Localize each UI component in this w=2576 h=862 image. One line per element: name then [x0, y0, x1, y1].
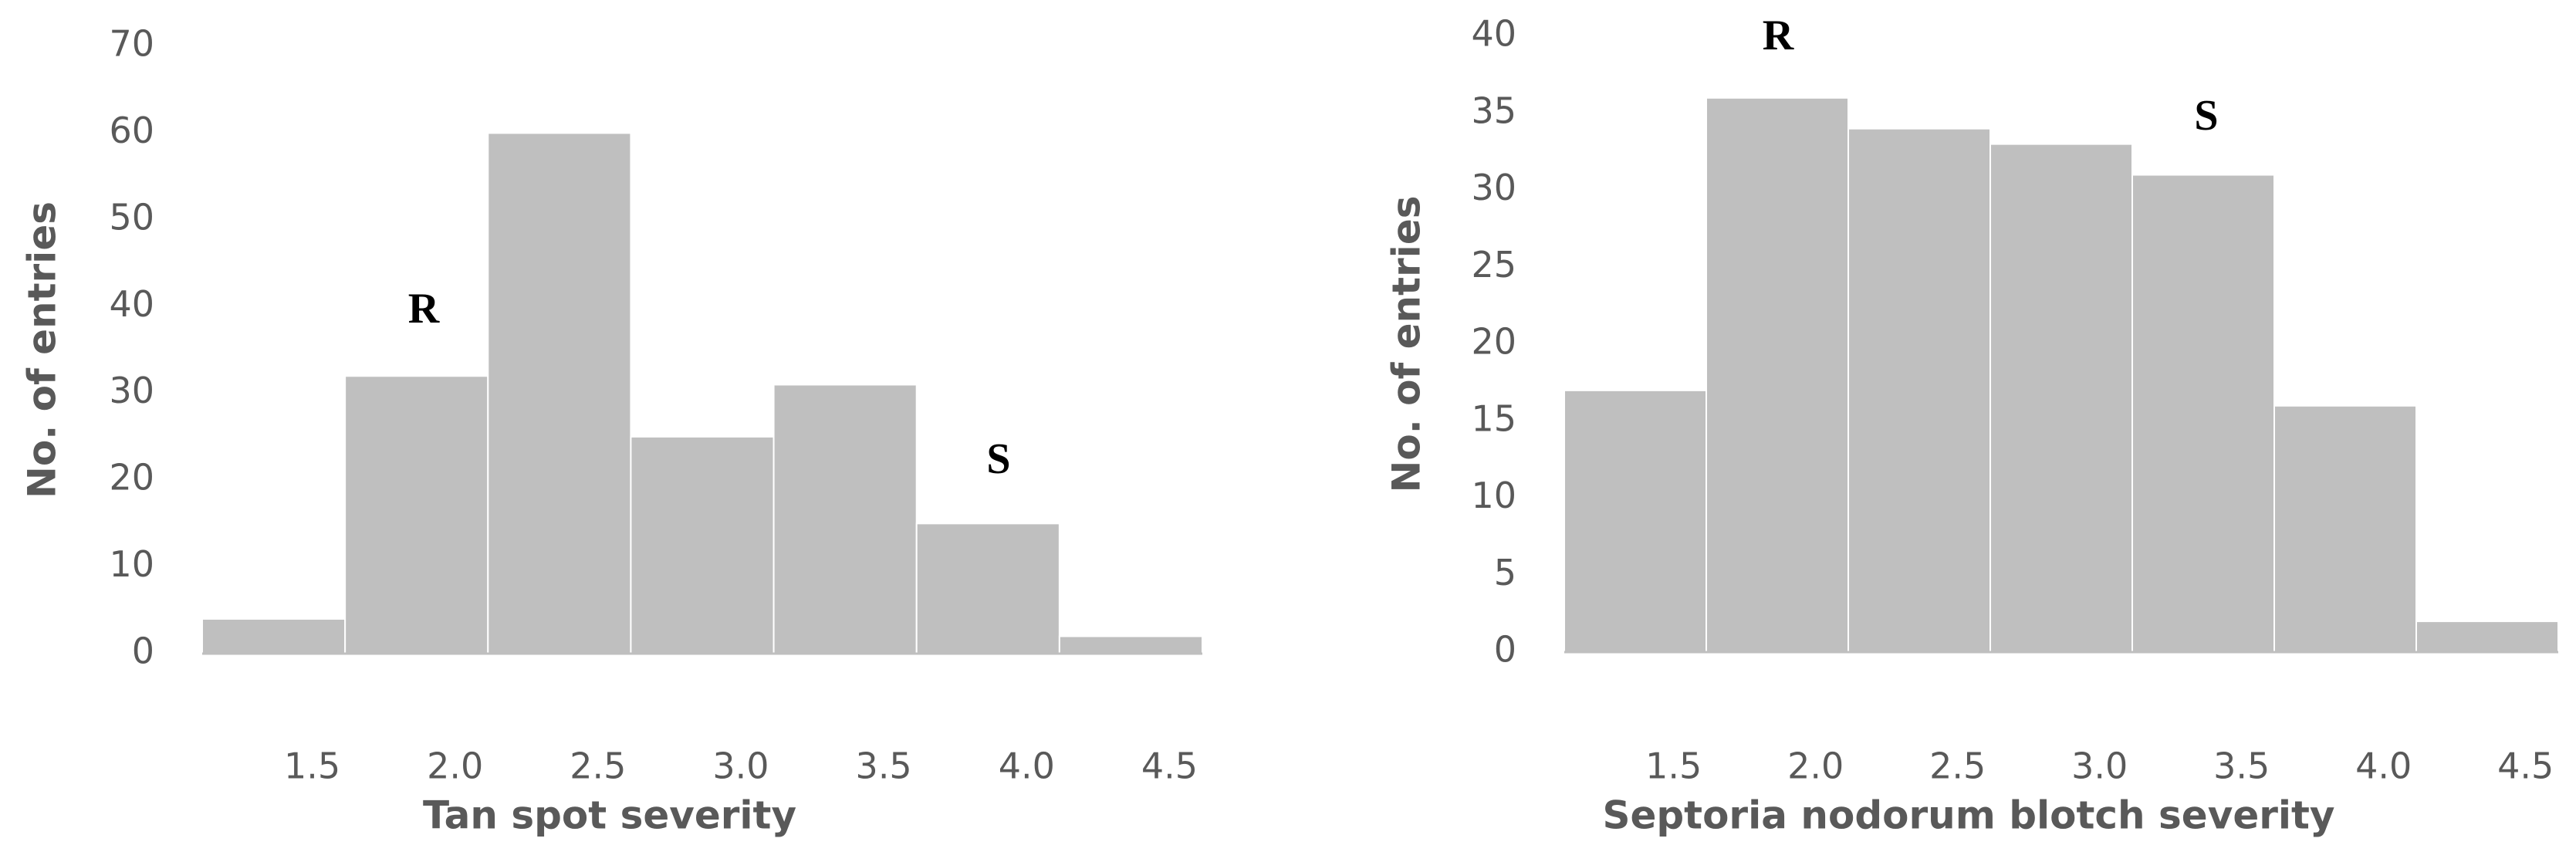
bar — [630, 435, 775, 655]
y-tick-label: 20 — [109, 457, 154, 499]
y-tick-label: 40 — [109, 283, 154, 325]
y-tick-label: 5 — [1494, 552, 1516, 593]
x-tick-label: 3.0 — [712, 745, 769, 787]
y-tick-label: 30 — [1471, 167, 1516, 208]
x-tick-label: 3.0 — [2071, 745, 2128, 787]
x-axis-title: Tan spot severity — [423, 793, 796, 838]
x-tick-label: 2.0 — [427, 745, 483, 787]
y-tick-label: 10 — [109, 543, 154, 585]
bar — [1706, 96, 1849, 654]
bar — [1847, 127, 1991, 653]
bar — [2273, 404, 2417, 653]
y-tick-label: 35 — [1471, 90, 1516, 131]
bar — [2415, 620, 2559, 653]
x-tick-label: 3.5 — [856, 745, 912, 787]
y-tick-label: 70 — [109, 23, 154, 65]
y-axis-title: No. of entries — [1384, 196, 1429, 493]
bar — [915, 522, 1060, 654]
bar — [487, 132, 632, 654]
bar — [344, 375, 489, 654]
y-tick-label: 0 — [132, 630, 154, 672]
x-tick-label: 4.0 — [2355, 745, 2412, 787]
x-tick-label: 3.5 — [2213, 745, 2270, 787]
bar — [772, 384, 918, 654]
annotation: R — [408, 285, 440, 333]
x-tick-label: 2.5 — [1929, 745, 1986, 787]
bar — [1989, 143, 2133, 653]
x-tick-label: 4.5 — [2497, 745, 2554, 787]
y-tick-label: 10 — [1471, 475, 1516, 516]
x-tick-label: 1.5 — [1645, 745, 1702, 787]
annotation: R — [1763, 12, 1794, 59]
bar — [1058, 635, 1204, 654]
bar — [2131, 174, 2275, 654]
y-tick-label: 60 — [109, 110, 154, 151]
y-tick-label: 30 — [109, 370, 154, 411]
x-tick-label: 4.5 — [1141, 745, 1198, 787]
y-tick-label: 50 — [109, 196, 154, 238]
x-tick-label: 2.0 — [1787, 745, 1844, 787]
y-tick-label: 0 — [1494, 629, 1516, 671]
y-tick-label: 40 — [1471, 13, 1516, 55]
y-tick-label: 15 — [1471, 397, 1516, 439]
bar — [1564, 389, 1707, 653]
x-tick-label: 4.0 — [999, 745, 1055, 787]
y-tick-label: 20 — [1471, 321, 1516, 363]
y-tick-label: 25 — [1471, 244, 1516, 286]
annotation: S — [2194, 92, 2218, 140]
y-axis-title: No. of entries — [20, 201, 65, 499]
x-tick-label: 1.5 — [284, 745, 340, 787]
x-tick-label: 2.5 — [570, 745, 626, 787]
x-axis-title: Septoria nodorum blotch severity — [1602, 793, 2334, 838]
bar — [201, 618, 347, 654]
annotation: S — [986, 435, 1010, 483]
